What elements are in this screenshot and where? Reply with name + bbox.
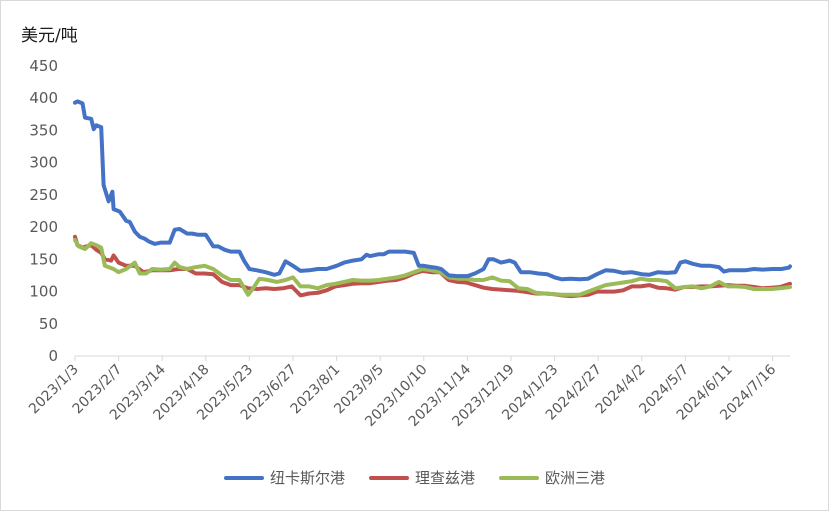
y-tick-label: 0 (48, 347, 58, 365)
legend-swatch (368, 475, 409, 480)
x-axis: 2023/1/32023/2/72023/3/142023/4/182023/5… (26, 355, 790, 430)
y-tick-label: 300 (29, 154, 58, 172)
y-tick-label: 200 (29, 218, 58, 236)
y-tick-label: 150 (29, 250, 58, 268)
legend-swatch (499, 475, 539, 480)
y-axis-unit-label: 美元/吨 (21, 26, 78, 46)
legend-label: 理查兹港 (414, 469, 475, 487)
legend-item: 纽卡斯尔港 (223, 467, 345, 488)
y-tick-label: 400 (29, 89, 58, 107)
legend: 纽卡斯尔港 理查兹港 欧洲三港 (1, 467, 828, 488)
y-tick-label: 350 (29, 121, 58, 139)
series-lines (73, 99, 792, 299)
y-axis: 0 50 100 150 200 250 300 350 400 450 (29, 57, 58, 365)
legend-item: 理查兹港 (368, 467, 475, 488)
y-tick-label: 450 (29, 57, 58, 75)
legend-swatch (223, 475, 264, 480)
legend-item: 欧洲三港 (499, 467, 605, 488)
series-line-0 (73, 99, 792, 282)
y-tick-label: 50 (39, 315, 58, 333)
legend-label: 纽卡斯尔港 (269, 469, 345, 487)
y-tick-label: 100 (29, 283, 58, 301)
series-line-2 (73, 238, 792, 297)
y-tick-label: 250 (29, 186, 58, 204)
legend-label: 欧洲三港 (545, 469, 606, 487)
